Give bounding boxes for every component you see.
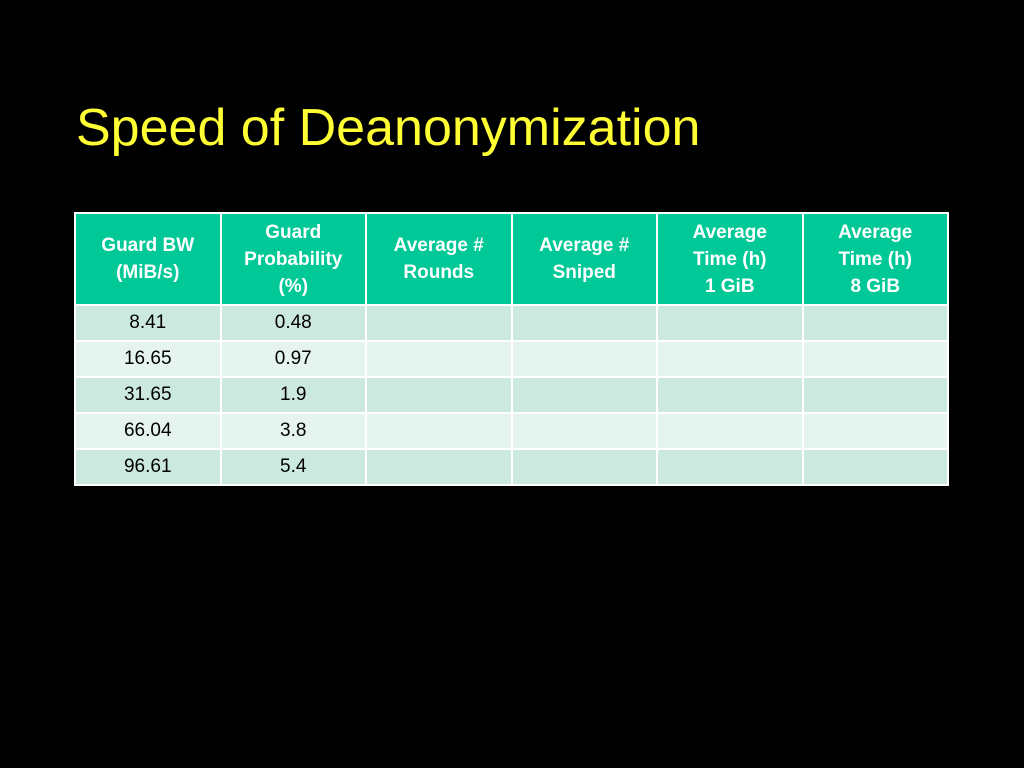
table-header: Guard BW (MiB/s) Guard Probability (%) A… [74, 212, 949, 306]
cell-average-sniped [510, 448, 658, 486]
cell-average-time-8gib [801, 412, 949, 450]
cell-guard-bw: 31.65 [74, 376, 222, 414]
header-average-sniped: Average # Sniped [510, 212, 658, 306]
slide-title: Speed of Deanonymization [76, 99, 701, 157]
cell-average-time-1gib [656, 304, 804, 342]
cell-guard-probability: 0.48 [219, 304, 367, 342]
cell-average-time-8gib [801, 448, 949, 486]
table-container: Guard BW (MiB/s) Guard Probability (%) A… [74, 212, 949, 486]
cell-average-rounds [365, 376, 513, 414]
cell-guard-probability: 0.97 [219, 340, 367, 378]
header-row: Guard BW (MiB/s) Guard Probability (%) A… [74, 212, 949, 306]
cell-guard-bw: 66.04 [74, 412, 222, 450]
cell-guard-probability: 1.9 [219, 376, 367, 414]
cell-average-time-8gib [801, 376, 949, 414]
header-guard-bw: Guard BW (MiB/s) [74, 212, 222, 306]
cell-guard-bw: 96.61 [74, 448, 222, 486]
cell-average-time-1gib [656, 448, 804, 486]
cell-average-rounds [365, 340, 513, 378]
cell-average-sniped [510, 412, 658, 450]
cell-guard-bw: 8.41 [74, 304, 222, 342]
cell-guard-bw: 16.65 [74, 340, 222, 378]
table-row: 16.65 0.97 [74, 340, 949, 378]
table-row: 8.41 0.48 [74, 304, 949, 342]
cell-average-rounds [365, 412, 513, 450]
cell-average-time-8gib [801, 340, 949, 378]
header-average-time-8gib: Average Time (h) 8 GiB [801, 212, 949, 306]
cell-average-time-1gib [656, 412, 804, 450]
table-row: 96.61 5.4 [74, 448, 949, 486]
data-table: Guard BW (MiB/s) Guard Probability (%) A… [74, 212, 949, 486]
table-row: 31.65 1.9 [74, 376, 949, 414]
header-average-time-1gib: Average Time (h) 1 GiB [656, 212, 804, 306]
table-row: 66.04 3.8 [74, 412, 949, 450]
table-body: 8.41 0.48 16.65 0.97 31.65 [74, 304, 949, 486]
cell-guard-probability: 5.4 [219, 448, 367, 486]
cell-average-time-8gib [801, 304, 949, 342]
cell-average-sniped [510, 304, 658, 342]
cell-average-time-1gib [656, 340, 804, 378]
cell-average-rounds [365, 304, 513, 342]
cell-average-sniped [510, 376, 658, 414]
cell-guard-probability: 3.8 [219, 412, 367, 450]
cell-average-sniped [510, 340, 658, 378]
cell-average-time-1gib [656, 376, 804, 414]
cell-average-rounds [365, 448, 513, 486]
header-guard-probability: Guard Probability (%) [219, 212, 367, 306]
header-average-rounds: Average # Rounds [365, 212, 513, 306]
